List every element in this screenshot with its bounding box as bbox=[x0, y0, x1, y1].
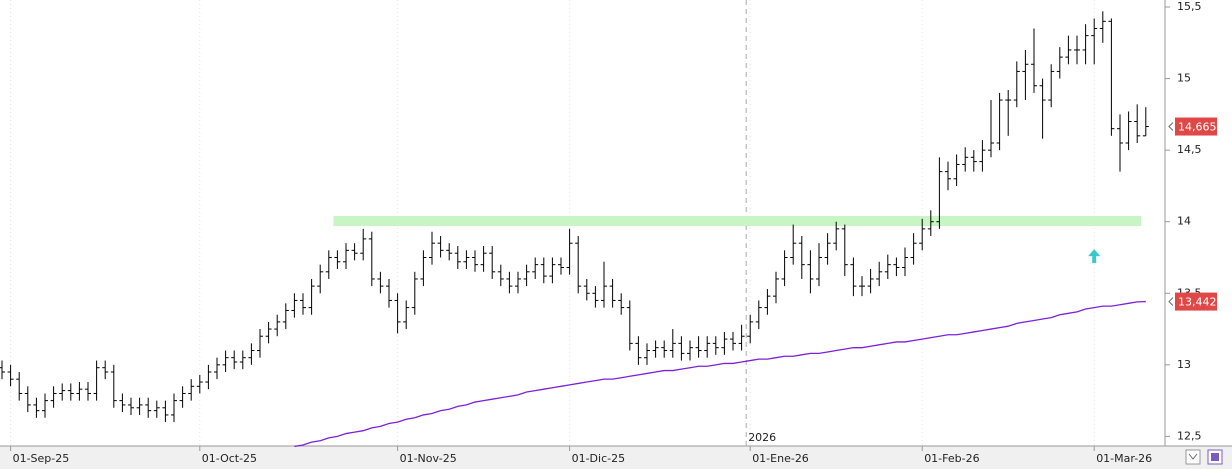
x-tick-label: 01-Oct-25 bbox=[202, 452, 257, 465]
y-tick-label: 15 bbox=[1177, 72, 1191, 85]
price-pointer bbox=[1168, 297, 1174, 306]
x-tick-label: 01-Feb-26 bbox=[924, 452, 979, 465]
resistance-zone bbox=[333, 215, 1142, 227]
y-tick-label: 13 bbox=[1177, 358, 1191, 371]
x-tick-label: 01-Ene-26 bbox=[752, 452, 809, 465]
moving-average-line bbox=[294, 300, 1146, 448]
price-box bbox=[1175, 292, 1217, 311]
y-tick-label: 14 bbox=[1177, 215, 1191, 228]
year-break-label: 2026 bbox=[748, 431, 776, 444]
scroll-button[interactable] bbox=[1185, 449, 1201, 465]
x-tick-label: 01-Sep-25 bbox=[13, 452, 70, 465]
save-icon bbox=[1211, 453, 1219, 461]
price-box-label: 14,665 bbox=[1178, 121, 1217, 134]
scroll-icon bbox=[1188, 453, 1198, 460]
y-tick-label: 14,5 bbox=[1177, 143, 1202, 156]
signal-arrow bbox=[1088, 249, 1101, 264]
y-tick-label: 12,5 bbox=[1177, 429, 1202, 442]
price-box bbox=[1175, 117, 1217, 136]
x-tick-label: 01-Mar-26 bbox=[1096, 452, 1152, 465]
price-pointer bbox=[1168, 122, 1174, 131]
x-axis-strip bbox=[0, 446, 1232, 469]
x-tick-label: 01-Nov-25 bbox=[400, 452, 457, 465]
x-tick-label: 01-Dic-25 bbox=[572, 452, 626, 465]
price-box-label: 13,442 bbox=[1178, 296, 1217, 309]
y-tick-label: 15,5 bbox=[1177, 0, 1202, 13]
